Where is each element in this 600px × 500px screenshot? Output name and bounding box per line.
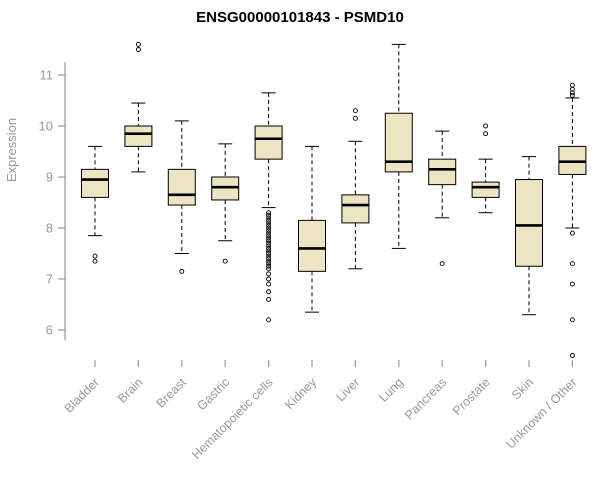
outlier-point (266, 212, 272, 218)
outlier-point (266, 276, 272, 282)
outlier-point (266, 238, 272, 244)
outlier-point (266, 261, 272, 267)
outlier-point (135, 47, 141, 52)
y-tick-label: 10 (39, 119, 53, 134)
boxplot-bladder (81, 145, 109, 264)
outlier-point (266, 235, 272, 241)
iqr-box (298, 219, 326, 272)
outlier-point (179, 268, 185, 274)
boxplot-breast (167, 120, 196, 274)
y-tick-label: 9 (46, 170, 53, 185)
x-tick-label-kidney: Kidney (282, 375, 319, 412)
outlier-point (483, 123, 489, 129)
boxplot-hematopoietic-cells (254, 92, 283, 323)
outlier-point (92, 253, 98, 259)
outlier-point (266, 281, 272, 287)
outlier-point (266, 222, 272, 228)
outlier-point (266, 271, 272, 277)
outlier-point (266, 225, 272, 231)
iqr-box (254, 125, 283, 160)
outlier-point (569, 230, 575, 236)
y-tick-label: 11 (40, 68, 54, 83)
outlier-point (266, 215, 272, 221)
x-tick-label-prostate: Prostate (450, 375, 493, 418)
y-tick-label: 8 (46, 221, 53, 236)
outlier-point (483, 131, 489, 137)
boxplot-gastric (211, 143, 240, 264)
outlier-point (266, 233, 272, 239)
iqr-box (167, 168, 196, 206)
boxplot-unknown-other (558, 82, 587, 358)
outlier-point (266, 253, 272, 259)
x-tick-label-breast: Breast (153, 375, 189, 411)
outlier-point (266, 240, 272, 246)
x-tick-label-lung: Lung (376, 375, 406, 405)
x-tick-label-hematopoietic-cells: Hematopoietic cells (189, 375, 276, 462)
outlier-point (266, 317, 272, 323)
y-tick-label: 6 (46, 323, 53, 338)
outlier-point (266, 266, 272, 272)
outlier-point (266, 248, 272, 254)
outlier-point (266, 220, 272, 226)
boxplot-brain (124, 41, 153, 173)
x-tick-label-pancreas: Pancreas (402, 375, 449, 422)
outlier-point (569, 82, 575, 88)
outlier-point (569, 317, 575, 323)
iqr-box (384, 112, 413, 173)
plot-area: 6 7 8 9 10 11 Bladder Brain Breast GastricHematop… (39, 41, 587, 462)
outlier-point (266, 296, 272, 302)
outlier-point (352, 108, 358, 114)
x-tick-label-bladder: Bladder (62, 375, 102, 415)
iqr-box (515, 179, 543, 267)
iqr-box (341, 194, 370, 224)
outlier-point (569, 261, 575, 267)
outlier-point (266, 228, 272, 234)
x-tick-label-skin: Skin (509, 375, 536, 402)
iqr-box (428, 158, 457, 186)
iqr-box (471, 181, 500, 198)
boxplot-prostate (471, 123, 500, 214)
boxplot-kidney (298, 145, 326, 313)
outlier-point (266, 230, 272, 236)
outlier-point (266, 217, 272, 223)
x-tick-label-liver: Liver (333, 375, 362, 404)
outlier-point (92, 258, 98, 264)
y-tick-label: 7 (46, 272, 53, 287)
outlier-point (569, 92, 575, 98)
outlier-point (266, 263, 272, 269)
outlier-point (569, 281, 575, 287)
chart-title: ENSG00000101843 - PSMD10 (196, 9, 404, 26)
x-tick-label-brain: Brain (115, 375, 146, 406)
iqr-box (124, 125, 153, 147)
outlier-point (266, 243, 272, 249)
outlier-point (352, 115, 358, 121)
outlier-point (439, 261, 445, 267)
outlier-point (569, 353, 575, 358)
boxplot-skin (515, 156, 543, 316)
outlier-point (266, 258, 272, 264)
x-tick-label-gastric: Gastric (194, 375, 232, 413)
iqr-box (81, 168, 109, 198)
outlier-point (222, 258, 228, 264)
outlier-point (135, 41, 141, 47)
outlier-point (266, 289, 272, 295)
y-axis-label: Expression (4, 118, 19, 182)
outlier-point (266, 245, 272, 251)
outlier-point (266, 210, 272, 216)
boxplot-liver (341, 108, 370, 270)
boxplot-pancreas (428, 130, 457, 267)
outlier-point (266, 251, 272, 256)
outlier-point (266, 256, 272, 262)
boxplot-lung (384, 43, 413, 249)
